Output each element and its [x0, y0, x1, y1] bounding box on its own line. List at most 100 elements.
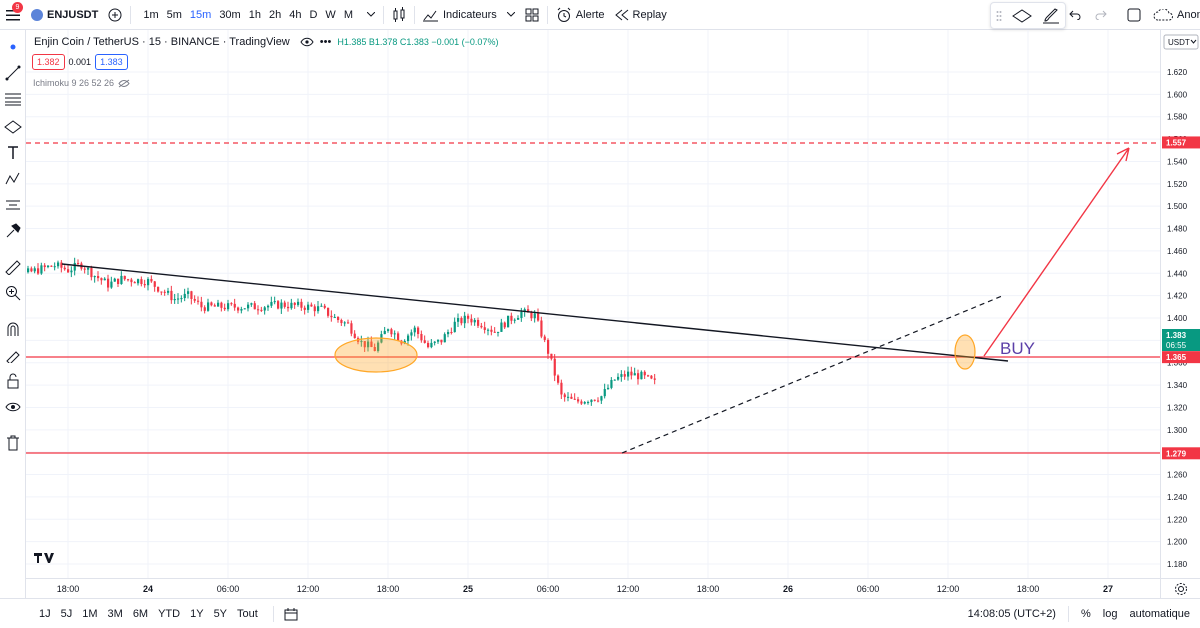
shape-tool-icon[interactable] — [1012, 8, 1032, 23]
stay-drawing-tool[interactable] — [2, 344, 24, 366]
timeframe-2h[interactable]: 2h — [268, 8, 282, 21]
user-button[interactable]: Anony — [1148, 0, 1200, 30]
timeframe-15m[interactable]: 15m — [189, 8, 212, 21]
candle-body — [623, 374, 626, 377]
time-tick: 06:00 — [217, 584, 240, 594]
prediction-tool[interactable] — [2, 194, 24, 216]
indicators-button[interactable]: Indicateurs — [418, 0, 502, 30]
candle-body — [363, 341, 366, 348]
candle-body — [87, 267, 90, 270]
candle-body — [317, 306, 320, 312]
icons-tool[interactable] — [2, 220, 24, 242]
magnet-tool[interactable] — [2, 318, 24, 340]
ascending-trendline[interactable] — [621, 295, 1003, 454]
currency-box[interactable] — [1163, 34, 1199, 50]
candle-body — [297, 301, 300, 305]
text-tool[interactable] — [2, 142, 24, 164]
range-5y[interactable]: 5Y — [213, 607, 228, 620]
timeframe-M[interactable]: M — [343, 8, 353, 21]
timeframe-dropdown[interactable] — [362, 0, 380, 30]
timeframe-1m[interactable]: 1m — [143, 8, 159, 21]
drag-handle-icon[interactable] — [996, 10, 1002, 22]
price-axis[interactable]: USDT 1.6201.6001.5801.5601.5401.5201.500… — [1160, 30, 1200, 578]
zoom-tool[interactable] — [2, 282, 24, 304]
descending-trendline[interactable] — [61, 263, 1009, 362]
brush-icon[interactable] — [1042, 7, 1060, 24]
timeframe-5m[interactable]: 5m — [166, 8, 182, 21]
candle-body — [273, 301, 276, 303]
candle-body — [293, 302, 296, 305]
notification-badge: 9 — [12, 2, 23, 13]
buy-price-button[interactable]: 1.383 — [95, 54, 128, 70]
timeframe-W[interactable]: W — [325, 8, 336, 21]
square-icon — [1127, 8, 1141, 21]
layouts-button[interactable] — [520, 0, 544, 30]
price-tick: 1.300 — [1167, 426, 1188, 435]
delete-tool[interactable] — [2, 432, 24, 454]
chart-grid — [26, 30, 1160, 578]
indicators-dropdown[interactable] — [502, 0, 520, 30]
sell-price-button[interactable]: 1.382 — [32, 54, 65, 70]
eye-icon[interactable] — [300, 37, 314, 47]
log-toggle[interactable]: log — [1102, 608, 1118, 620]
highlight-zone-1[interactable] — [334, 337, 418, 373]
fullscreen-button[interactable] — [1122, 0, 1146, 30]
timeframe-4h[interactable]: 4h — [289, 8, 302, 21]
candle-body — [67, 269, 70, 273]
cursor-tool[interactable] — [2, 36, 24, 58]
fib-tool[interactable] — [2, 88, 24, 110]
shapes-tool[interactable] — [2, 116, 24, 138]
candle-body — [57, 262, 60, 267]
symbol-search[interactable]: ENJUSDT — [26, 0, 103, 30]
goto-date-icon[interactable] — [284, 607, 298, 621]
alert-button[interactable]: Alerte — [551, 0, 610, 30]
candle-body — [583, 402, 586, 404]
chevron-down-icon — [1190, 39, 1197, 44]
timeframe-1h[interactable]: 1h — [248, 8, 261, 21]
range-6m[interactable]: 6M — [132, 607, 149, 620]
more-icon[interactable]: ••• — [319, 36, 332, 48]
candle-body — [573, 398, 576, 400]
spread-value: 0.001 — [68, 57, 92, 67]
replay-label: Replay — [632, 8, 667, 21]
pattern-icon — [5, 172, 20, 185]
chart-settings-button[interactable] — [1160, 578, 1200, 598]
buy-annotation[interactable]: BUY — [1000, 339, 1035, 358]
range-1m[interactable]: 1M — [82, 607, 98, 620]
measure-tool[interactable] — [2, 256, 24, 278]
highlight-zone-2[interactable] — [954, 334, 976, 370]
price-chart[interactable]: BUY — [26, 30, 1160, 578]
chart-type-button[interactable] — [387, 0, 411, 30]
time-axis[interactable]: 18:00 24 06:00 12:00 18:00 25 06:00 12:00 18:00 2… — [26, 578, 1160, 598]
hide-tool[interactable] — [2, 396, 24, 418]
indicator-legend[interactable]: Ichimoku 9 26 52 26 — [33, 78, 130, 88]
compare-button[interactable] — [103, 0, 127, 30]
range-1j[interactable]: 1J — [39, 607, 51, 620]
candle-body — [607, 387, 610, 390]
timeframe-D[interactable]: D — [309, 8, 318, 21]
low-price-label: 1.279 — [1166, 449, 1187, 458]
range-1y[interactable]: 1Y — [190, 607, 204, 620]
range-tout[interactable]: Tout — [237, 607, 258, 620]
lock-tool[interactable] — [2, 370, 24, 392]
redo-button[interactable] — [1090, 0, 1112, 30]
percent-toggle[interactable]: % — [1080, 608, 1091, 620]
timeframe-30m[interactable]: 30m — [219, 8, 241, 21]
trendline-tool[interactable] — [2, 62, 24, 84]
undo-button[interactable] — [1064, 0, 1086, 30]
replay-button[interactable]: Replay — [610, 0, 672, 30]
range-ytd[interactable]: YTD — [158, 607, 181, 620]
candle-body — [340, 320, 343, 324]
menu-button[interactable]: 9 — [0, 0, 26, 30]
pattern-tool[interactable] — [2, 168, 24, 190]
candle-body — [180, 298, 183, 300]
candle-body — [90, 267, 93, 278]
range-5j[interactable]: 5J — [60, 607, 73, 620]
user-label: Anony — [1177, 8, 1200, 21]
auto-toggle[interactable]: automatique — [1129, 608, 1190, 620]
eye-hidden-icon[interactable] — [118, 79, 130, 88]
clock[interactable]: 14:08:05 (UTC+2) — [967, 608, 1056, 620]
candle-body — [567, 396, 570, 398]
target-arrow[interactable] — [983, 147, 1130, 357]
range-3m[interactable]: 3M — [107, 607, 123, 620]
